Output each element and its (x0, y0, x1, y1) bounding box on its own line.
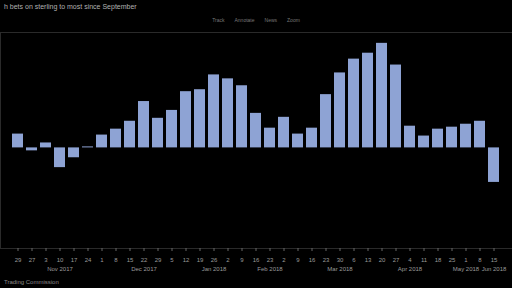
svg-text:13: 13 (365, 257, 372, 263)
svg-text:Apr 2018: Apr 2018 (398, 266, 423, 272)
svg-text:2: 2 (282, 257, 286, 263)
svg-text:Jun 2018: Jun 2018 (482, 266, 507, 272)
svg-text:17: 17 (71, 257, 78, 263)
svg-text:Feb 2018: Feb 2018 (257, 266, 283, 272)
svg-text:8: 8 (478, 257, 482, 263)
svg-text:8: 8 (114, 257, 118, 263)
html-text:h bets on sterling to most sin: h bets on sterling to most since Septemb… (4, 3, 137, 10)
svg-text:11: 11 (421, 257, 428, 263)
svg-text:3: 3 (44, 257, 48, 263)
svg-text:2: 2 (226, 257, 230, 263)
svg-text:15: 15 (491, 257, 498, 263)
svg-text:23: 23 (267, 257, 274, 263)
svg-text:29: 29 (15, 257, 22, 263)
svg-text:10: 10 (57, 257, 64, 263)
svg-text:22: 22 (141, 257, 148, 263)
svg-text:5: 5 (170, 257, 174, 263)
svg-text:27: 27 (393, 257, 400, 263)
svg-text:26: 26 (211, 257, 218, 263)
svg-text:4: 4 (408, 257, 412, 263)
svg-text:Dec 2017: Dec 2017 (131, 266, 157, 272)
svg-text:24: 24 (85, 257, 92, 263)
svg-text:25: 25 (449, 257, 456, 263)
svg-text:20: 20 (379, 257, 386, 263)
svg-text:Nov 2017: Nov 2017 (47, 266, 73, 272)
svg-text:Mar 2018: Mar 2018 (327, 266, 353, 272)
svg-text:9: 9 (296, 257, 300, 263)
svg-text:19: 19 (197, 257, 204, 263)
html-text:Annotate: Annotate (234, 17, 255, 23)
svg-text:9: 9 (240, 257, 244, 263)
svg-text:16: 16 (253, 257, 260, 263)
svg-text:Jan 2018: Jan 2018 (202, 266, 227, 272)
svg-text:18: 18 (435, 257, 442, 263)
html-text:News: News (264, 17, 277, 23)
svg-text:15: 15 (127, 257, 134, 263)
svg-text:12: 12 (183, 257, 190, 263)
svg-text:27: 27 (29, 257, 36, 263)
html-text:Trading Commission: Trading Commission (4, 279, 59, 285)
svg-text:16: 16 (309, 257, 316, 263)
svg-text:29: 29 (155, 257, 162, 263)
svg-text:1: 1 (100, 257, 104, 263)
html-text:Track: Track (212, 17, 225, 23)
svg-text:23: 23 (323, 257, 330, 263)
svg-text:30: 30 (337, 257, 344, 263)
svg-text:1: 1 (464, 257, 468, 263)
svg-text:6: 6 (352, 257, 356, 263)
html-text:Zoom: Zoom (287, 17, 300, 23)
svg-text:May 2018: May 2018 (453, 266, 480, 272)
